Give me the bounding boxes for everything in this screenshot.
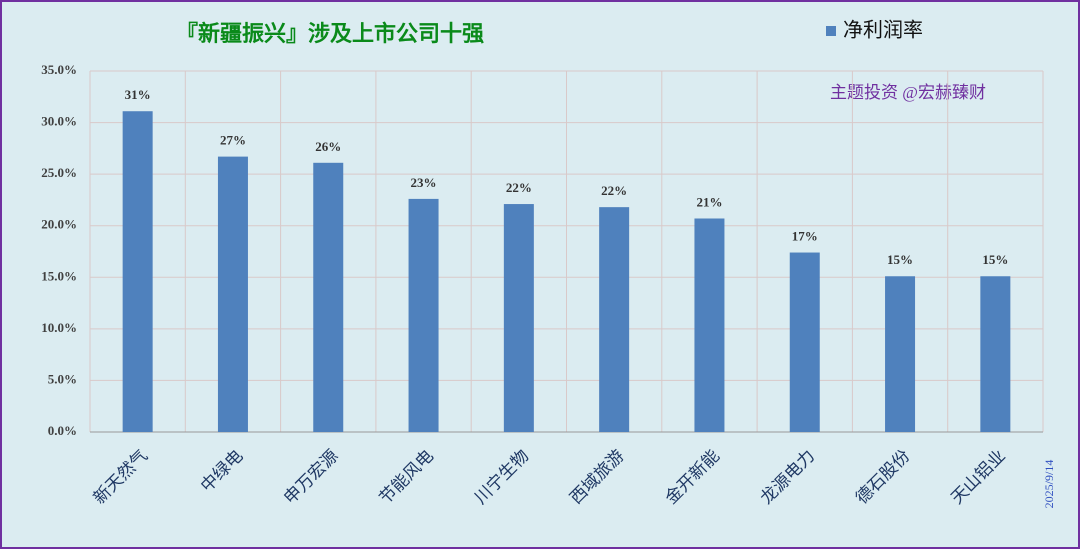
y-tick-label: 20.0% xyxy=(41,217,77,232)
bar xyxy=(980,276,1011,432)
chart-title: 『新疆振兴』涉及上市公司十强 xyxy=(176,21,484,46)
legend-label: 净利润率 xyxy=(843,19,923,42)
annotation: 主题投资 @宏赫臻财 xyxy=(830,83,986,102)
bar xyxy=(122,111,153,433)
bar xyxy=(599,207,630,432)
bar xyxy=(885,276,916,432)
data-label: 26% xyxy=(315,139,341,154)
y-tick-label: 10.0% xyxy=(41,320,77,335)
legend-swatch xyxy=(826,26,836,36)
date-label: 2025/9/14 xyxy=(1042,460,1056,509)
data-label: 23% xyxy=(411,175,437,190)
data-label: 15% xyxy=(887,252,913,267)
bar xyxy=(789,252,820,432)
data-label: 22% xyxy=(601,183,627,198)
data-label: 22% xyxy=(506,180,532,195)
data-label: 17% xyxy=(792,229,818,244)
bar xyxy=(217,156,248,432)
bar xyxy=(408,198,439,432)
y-tick-label: 25.0% xyxy=(41,165,77,180)
y-tick-label: 15.0% xyxy=(41,268,77,283)
y-tick-label: 0.0% xyxy=(48,423,77,438)
y-tick-label: 30.0% xyxy=(41,114,77,129)
data-label: 27% xyxy=(220,133,246,148)
bar xyxy=(313,162,344,432)
bar xyxy=(694,218,725,432)
data-label: 15% xyxy=(982,252,1008,267)
data-label: 31% xyxy=(125,87,151,102)
data-label: 21% xyxy=(696,194,722,209)
y-tick-label: 5.0% xyxy=(48,371,77,386)
y-tick-label: 35.0% xyxy=(41,62,77,77)
bar xyxy=(503,204,534,432)
